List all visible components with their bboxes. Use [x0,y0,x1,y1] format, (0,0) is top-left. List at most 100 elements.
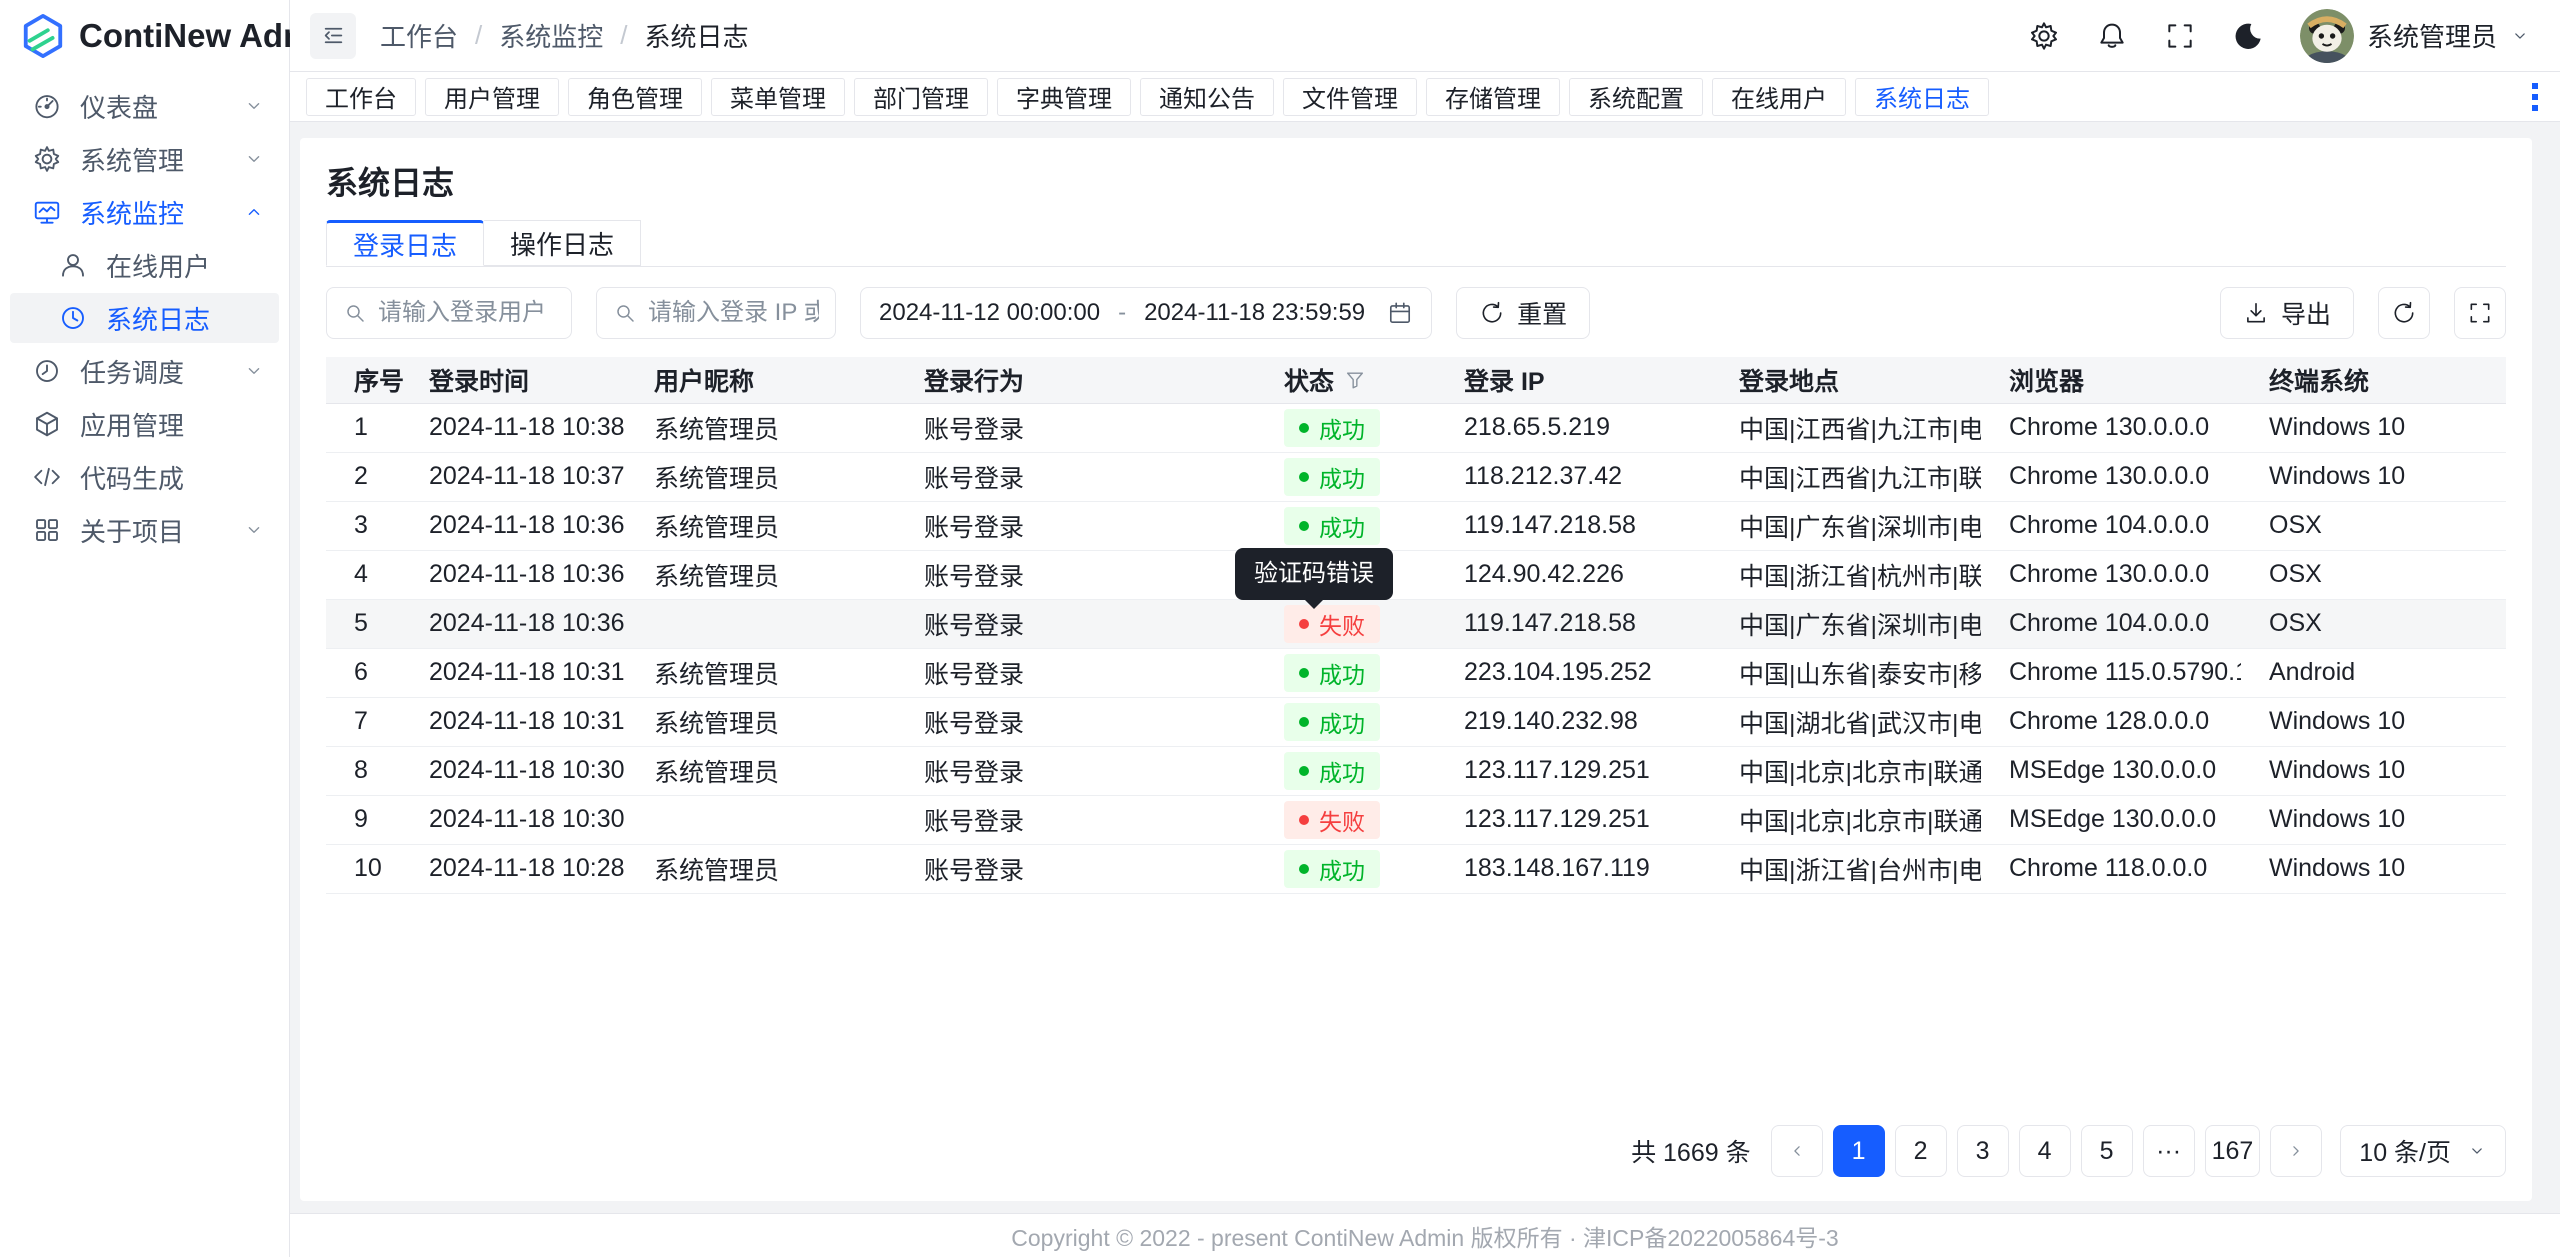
page-number-button[interactable]: ··· [2142,1125,2195,1177]
sidebar-item-system-management[interactable]: 系统管理 [10,134,279,184]
page-number-button[interactable]: 167 [2204,1125,2261,1177]
refresh-table-button[interactable] [2378,287,2430,339]
open-tab[interactable]: 系统配置 [1569,77,1703,116]
sidebar-item-app-management[interactable]: 应用管理 [10,399,279,449]
page-number-button[interactable]: 1 [1832,1125,1885,1177]
cell-login-time: 2024-11-18 10:36:06 [401,599,626,649]
settings-gear-icon[interactable] [2028,20,2060,52]
breadcrumb-item-system-monitor[interactable]: 系统监控 [499,22,604,52]
tab-login-log[interactable]: 登录日志 [326,220,485,266]
chevron-down-icon [243,360,265,382]
sidebar-item-system-log[interactable]: 系统日志 [10,293,279,343]
sidebar-item-about-project[interactable]: 关于项目 [10,505,279,555]
dark-mode-moon-icon[interactable] [2232,20,2264,52]
open-tab[interactable]: 文件管理 [1283,77,1417,116]
login-user-input[interactable] [378,299,555,327]
date-end: 2024-11-18 23:59:59 [1144,299,1366,326]
cell-no: 9 [326,795,401,845]
dashboard-icon [32,91,62,121]
status-badge: 成功 [1284,849,1380,888]
tab-operation-log[interactable]: 操作日志 [484,220,642,266]
calendar-icon [1387,300,1413,326]
date-separator: - [1118,299,1127,326]
main-area: 工作台 / 系统监控 / 系统日志 [290,0,2560,1257]
status-badge: 成功 [1284,751,1380,790]
open-tab[interactable]: 系统日志 [1855,77,1989,116]
filter-icon[interactable] [1344,369,1366,391]
open-tab[interactable]: 字典管理 [997,77,1131,116]
fullscreen-table-button[interactable] [2454,287,2506,339]
next-page-button[interactable] [2270,1125,2323,1177]
avatar [2299,8,2354,63]
open-tab[interactable]: 存储管理 [1426,77,1560,116]
login-log-table: 序号 登录时间 用户昵称 登录行为 状态 登录 [326,357,2506,894]
open-tab[interactable]: 工作台 [306,77,416,116]
cell-os: OSX [2241,501,2506,551]
page-number-button[interactable]: 2 [1894,1125,1947,1177]
notification-bell-icon[interactable] [2096,20,2128,52]
cell-browser: Chrome 130.0.0.0 [1981,550,2241,600]
cell-browser: Chrome 115.0.5790.168 [1981,648,2241,698]
sidebar-item-online-users[interactable]: 在线用户 [10,240,279,290]
col-os: 终端系统 [2241,357,2506,404]
status-dot-icon [1299,471,1309,482]
cell-login-ip: 119.147.218.58 [1436,501,1711,551]
reset-button[interactable]: 重置 [1456,287,1591,339]
app-logo[interactable]: ContiNew Admin [0,0,342,72]
cell-login-time: 2024-11-18 10:36:15 [401,501,626,551]
refresh-icon [2391,300,2417,326]
cell-login-ip: 123.117.129.251 [1436,795,1711,845]
cell-location: 中国|广东省|深圳市|电信 [1711,501,1981,551]
page-size-select[interactable]: 10 条/页 [2340,1125,2506,1177]
sidebar-collapse-button[interactable] [310,12,356,59]
status-dot-icon [1299,863,1309,874]
status-dot-icon [1299,765,1309,776]
clock-icon [32,356,62,386]
header-actions: 系统管理员 [2028,8,2530,63]
open-tab[interactable]: 用户管理 [425,77,559,116]
tabs-more-icon[interactable] [2526,77,2544,117]
cell-behavior: 账号登录 [896,403,1256,453]
pagination: 共 1669 条 1 2 [326,1105,2506,1177]
sidebar-item-system-monitor[interactable]: 系统监控 [10,187,279,237]
table-row: 4 2024-11-18 10:36:12 系统管理员 账号登录 成功 [326,550,2506,600]
fullscreen-icon[interactable] [2164,20,2196,52]
breadcrumb-item-workbench[interactable]: 工作台 [380,22,459,52]
date-range-picker[interactable]: 2024-11-12 00:00:00 - 2024-11-18 23:59:5… [860,287,1433,339]
prev-page-button[interactable] [1770,1125,1823,1177]
export-button[interactable]: 导出 [2219,287,2354,339]
cell-location: 中国|江西省|九江市|电信 [1711,403,1981,453]
cell-nickname [626,795,896,845]
cell-location: 中国|北京|北京市|联通 [1711,795,1981,845]
cell-browser: Chrome 104.0.0.0 [1981,599,2241,649]
open-tab[interactable]: 角色管理 [568,77,702,116]
open-tab[interactable]: 部门管理 [854,77,988,116]
open-tab[interactable]: 通知公告 [1140,77,1274,116]
page-number-button[interactable]: 4 [2018,1125,2071,1177]
cell-behavior: 账号登录 [896,746,1256,796]
cube-icon [32,409,62,439]
page-number-button[interactable]: 3 [1956,1125,2009,1177]
cell-login-ip: 118.212.37.42 [1436,452,1711,502]
page-number-button[interactable]: 5 [2080,1125,2133,1177]
cell-browser: Chrome 104.0.0.0 [1981,501,2241,551]
sidebar-item-code-generator[interactable]: 代码生成 [10,452,279,502]
user-menu[interactable]: 系统管理员 [2299,8,2530,63]
chevron-up-icon [243,201,265,223]
status-badge: 成功 [1284,408,1380,447]
login-ip-input[interactable] [648,299,819,327]
top-header: 工作台 / 系统监控 / 系统日志 [290,0,2560,72]
sidebar-item-task-scheduler[interactable]: 任务调度 [10,346,279,396]
cell-location: 中国|山东省|泰安市|移动 [1711,648,1981,698]
collapse-menu-icon [320,22,347,49]
open-tab[interactable]: 菜单管理 [711,77,845,116]
cell-os: Windows 10 [2241,746,2506,796]
sidebar-item-dashboard[interactable]: 仪表盘 [10,81,279,131]
cell-login-ip: 123.117.129.251 [1436,746,1711,796]
open-tab[interactable]: 在线用户 [1712,77,1846,116]
cell-nickname: 系统管理员 [626,403,896,453]
login-log-table-wrap: 序号 登录时间 用户昵称 登录行为 状态 登录 [326,357,2506,894]
cell-login-ip: 223.104.195.252 [1436,648,1711,698]
login-ip-search [596,287,836,339]
status-dot-icon [1299,422,1309,433]
